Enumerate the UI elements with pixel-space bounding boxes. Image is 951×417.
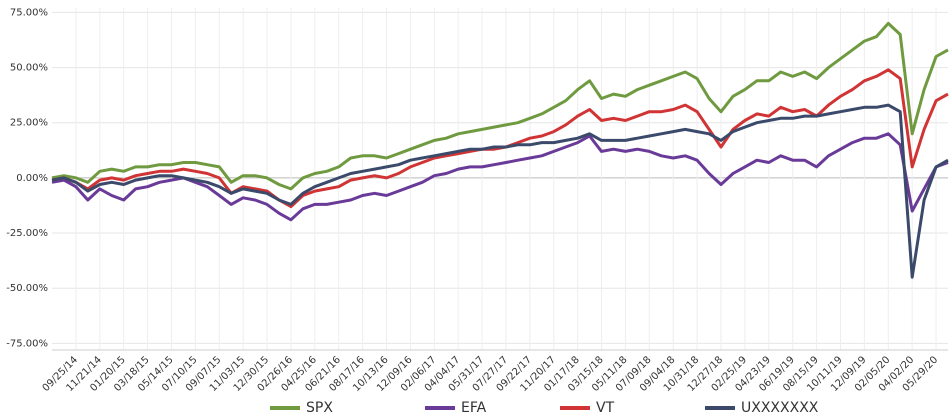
series-line — [51, 68, 949, 209]
series-line — [51, 132, 949, 222]
y-tick-label: -50.00% — [6, 283, 48, 294]
y-tick-label: 25.00% — [10, 118, 48, 129]
legend-label: SPX — [306, 400, 333, 416]
y-tick-label: 50.00% — [10, 63, 48, 74]
legend-label: VT — [596, 400, 615, 416]
y-tick-label: 75.00% — [10, 7, 48, 18]
legend-label: UXXXXXXX — [741, 400, 819, 416]
y-tick-label: -25.00% — [6, 228, 48, 239]
series-line — [51, 103, 949, 279]
series-line — [51, 21, 949, 191]
legend: SPX EFA VT UXXXXXXX — [270, 400, 819, 416]
y-tick-label: 0.00% — [16, 173, 48, 184]
y-tick-label: -75.00% — [6, 338, 48, 349]
legend-label: EFA — [461, 400, 487, 416]
